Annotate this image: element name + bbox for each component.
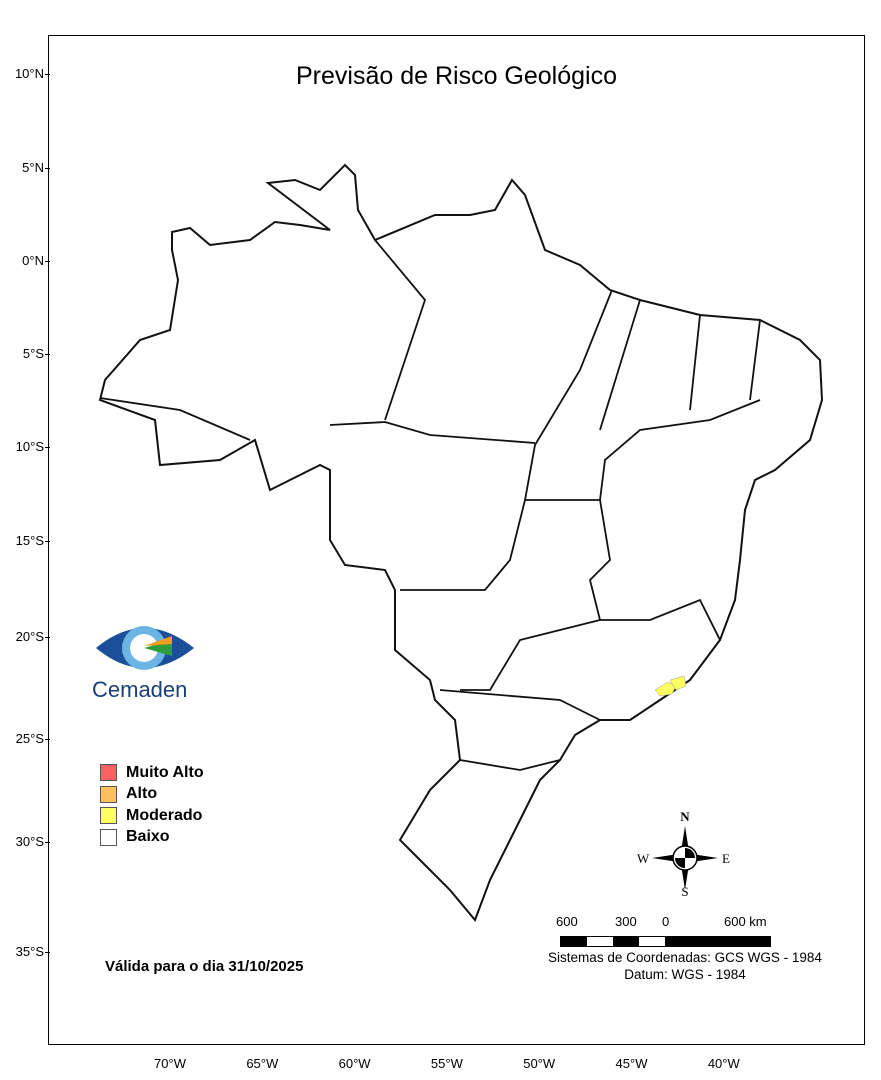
lat-label: 25°S — [0, 731, 50, 746]
legend-item: Baixo — [100, 827, 204, 849]
lon-label: 60°W — [338, 1056, 371, 1071]
scale-label: 600 — [556, 914, 578, 929]
legend-swatch — [100, 764, 117, 782]
lat-label: 35°S — [0, 944, 50, 959]
legend-label: Alto — [126, 785, 158, 803]
legend-item: Alto — [100, 784, 204, 806]
legend-item: Muito Alto — [100, 762, 204, 784]
state-borders — [99, 239, 761, 771]
datum: Datum: WGS - 1984 — [624, 967, 746, 982]
legend-item: Moderado — [100, 805, 204, 827]
legend-swatch — [100, 785, 117, 803]
compass-rose: N S W E — [637, 809, 730, 898]
compass-s: S — [681, 884, 688, 898]
map-frame — [48, 35, 865, 1045]
compass-n: N — [680, 809, 690, 824]
lat-label: 10°N — [0, 66, 50, 81]
legend-swatch — [100, 828, 117, 846]
scale-label: 600 km — [724, 914, 767, 929]
lon-label: 65°W — [246, 1056, 279, 1071]
scale-bar — [560, 936, 771, 947]
map-title: Previsão de Risco Geológico — [296, 62, 617, 90]
lat-label: 5°N — [0, 160, 50, 175]
lat-label: 10°S — [0, 439, 50, 454]
lon-label: 45°W — [615, 1056, 648, 1071]
legend-swatch — [100, 807, 117, 825]
scale-label: 300 — [615, 914, 637, 929]
compass-w: W — [637, 851, 650, 866]
valid-date: Válida para o dia 31/10/2025 — [105, 958, 304, 975]
lon-label: 40°W — [707, 1056, 740, 1071]
lon-label: 50°W — [523, 1056, 556, 1071]
legend-label: Baixo — [126, 828, 170, 846]
lat-label: 0°N — [0, 253, 50, 268]
lat-label: 15°S — [0, 533, 50, 548]
lat-label: 30°S — [0, 834, 50, 849]
brazil-outline — [98, 163, 824, 922]
legend-label: Moderado — [126, 806, 203, 824]
lat-label: 5°S — [0, 346, 50, 361]
lon-label: 55°W — [430, 1056, 463, 1071]
compass-e: E — [722, 851, 730, 866]
logo-text: Cemaden — [92, 677, 188, 702]
legend-label: Muito Alto — [126, 763, 204, 781]
lat-label: 20°S — [0, 629, 50, 644]
scale-label: 0 — [662, 914, 670, 929]
lon-label: 70°W — [154, 1056, 186, 1071]
legend: Muito Alto Alto Moderado Baixo — [100, 762, 204, 848]
moderate-risk-areas — [654, 675, 687, 697]
coord-system: Sistemas de Coordenadas: GCS WGS - 1984 — [548, 950, 822, 965]
cemaden-logo — [96, 626, 194, 670]
coordinate-info: Sistemas de Coordenadas: GCS WGS - 1984 D… — [520, 949, 850, 983]
